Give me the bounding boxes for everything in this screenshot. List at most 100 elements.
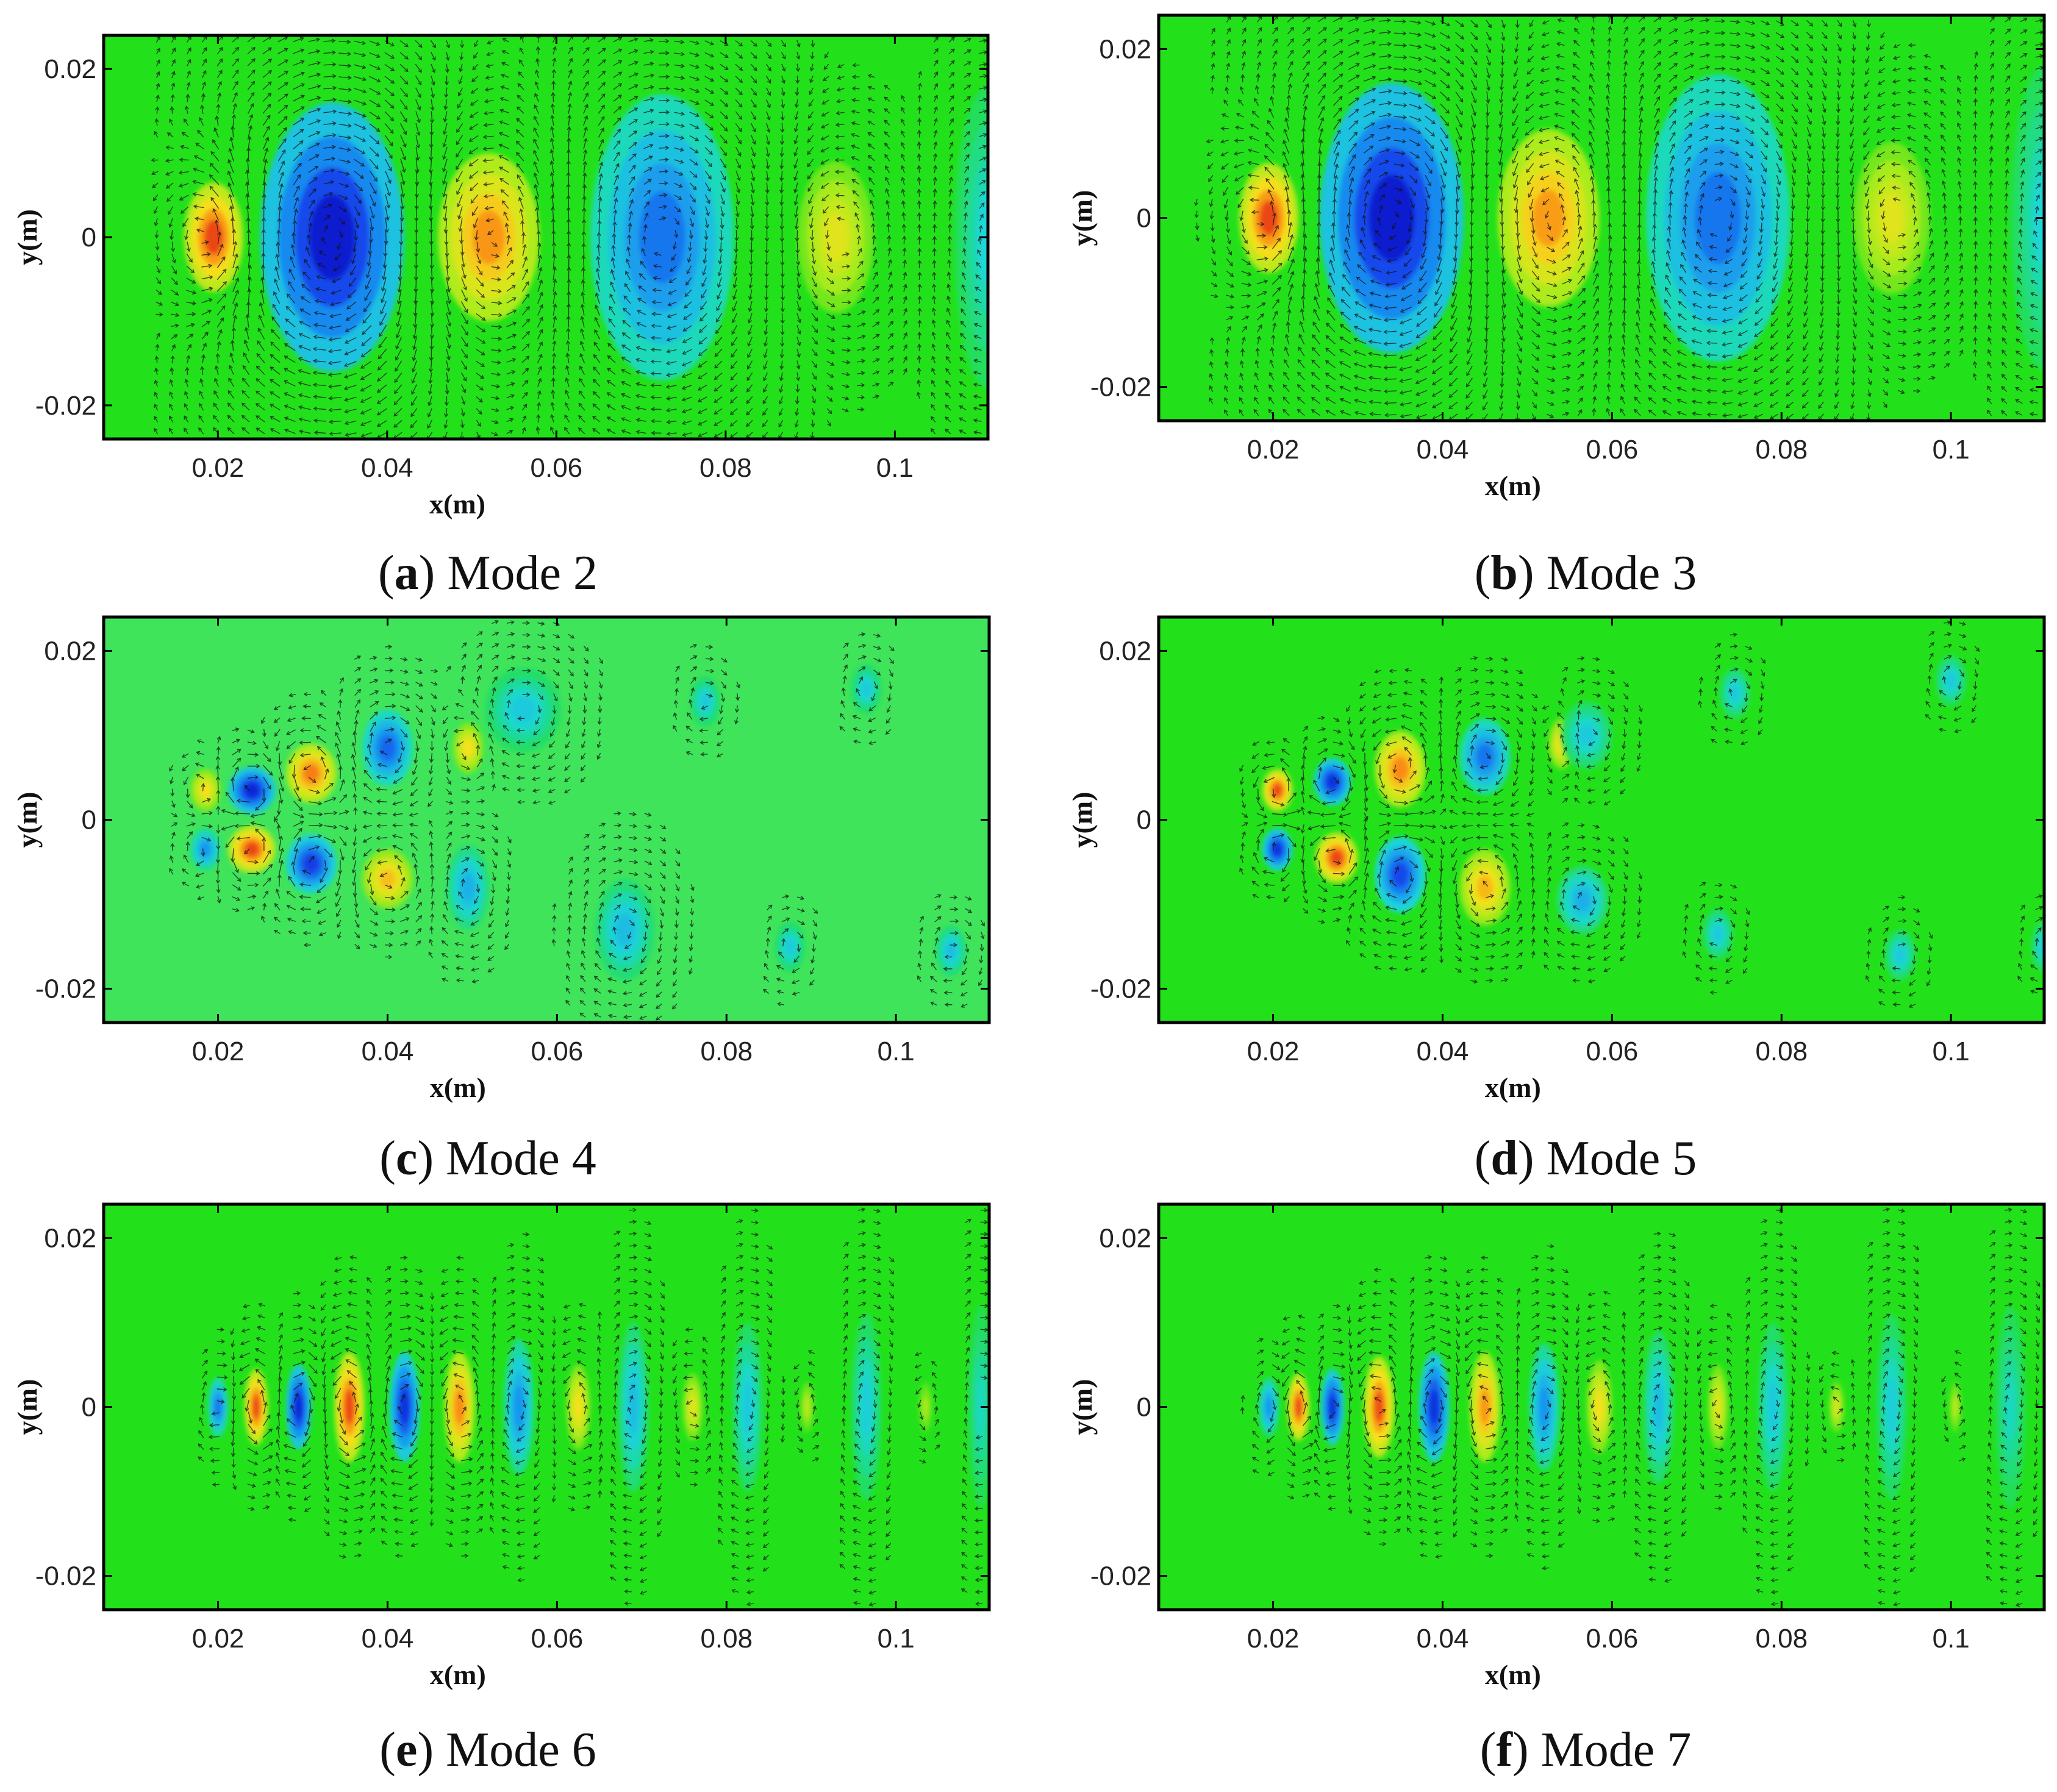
contour-structure-5 (797, 161, 874, 313)
x-tick-label: 0.08 (1755, 435, 1808, 465)
contour-structure-3 (438, 153, 540, 321)
vector-field (1194, 15, 2044, 421)
contour-structure-1 (190, 769, 221, 812)
contour-level (1479, 1389, 1490, 1425)
contour-structure-11 (485, 668, 562, 752)
contour-structure-14 (775, 921, 806, 972)
velocity-vectors (1240, 1207, 2041, 1607)
x-tick-label: 0.1 (876, 453, 914, 483)
contour-structure-6 (285, 834, 337, 894)
contour-level (923, 1399, 928, 1415)
contour-structure-13 (1703, 908, 1734, 960)
panel-mode-2: 0.02 0.04 0.06 0.08 0.1 0.02 0 -0.02 x(m) y(m) (a… (0, 0, 1000, 610)
y-tick-label: 0 (1137, 204, 1151, 234)
contour-level (1713, 926, 1723, 942)
contour-structure-1 (207, 1377, 229, 1437)
x-tick-label: 0.08 (700, 1624, 753, 1654)
y-tick-label: -0.02 (1090, 1562, 1151, 1591)
panel-mode-4: 0.02 0.04 0.06 0.08 0.1 0.02 0 -0.02 x(m) y(m) (c… (0, 604, 1000, 1201)
velocity-vectors (151, 35, 988, 439)
contour-level (2005, 1374, 2016, 1440)
vector-field (1240, 1207, 2041, 1607)
panel-mode-7: 0.02 0.04 0.06 0.08 0.1 0.02 0 -0.02 x(m) y(m) (f… (1037, 1189, 2057, 1792)
contour-level (303, 763, 320, 783)
contour-structure-3 (1320, 1369, 1345, 1445)
contour-level (379, 869, 396, 888)
contour-structure-13 (1876, 1314, 1907, 1500)
contour-structure-2 (190, 828, 221, 871)
x-tick-label: 0.1 (1933, 1624, 1970, 1654)
x-tick-label: 0.1 (1933, 1037, 1970, 1066)
caption-mode-4: (c) Mode 4 (379, 1132, 596, 1185)
contour-level (461, 874, 475, 901)
contour-level (294, 1393, 303, 1421)
contour-structure-13 (851, 1314, 882, 1500)
y-tick-label: 0.02 (44, 1223, 96, 1253)
contour-structure-6 (1469, 1352, 1500, 1462)
x-tick-label: 0.06 (1586, 435, 1639, 465)
contour-structure-5 (1418, 1352, 1450, 1462)
contour-level (1539, 1387, 1550, 1427)
contour-level (215, 1397, 221, 1417)
contour-level (1295, 1396, 1303, 1418)
contour-structure-3 (285, 1365, 312, 1449)
contour-level (700, 693, 710, 710)
y-tick-label: -0.02 (1090, 373, 1151, 402)
contour-level (1329, 849, 1343, 866)
y-axis-label: y(m) (12, 209, 43, 265)
contour-structure-7 (1459, 718, 1511, 794)
x-tick-label: 0.08 (699, 453, 752, 483)
contour-structure-9 (618, 1322, 649, 1492)
contour-structure-10 (1708, 1365, 1728, 1449)
contour-structure-4 (334, 1352, 365, 1462)
x-axis-label: x(m) (1485, 1072, 1541, 1103)
contour-level (574, 1393, 582, 1421)
contour-structure-6 (954, 85, 988, 389)
contour-level (1476, 744, 1494, 769)
plot-mode-2: 0.02 0.04 0.06 0.08 0.1 0.02 0 -0.02 x(m) y(m) (12, 34, 990, 519)
vector-field (169, 619, 985, 1021)
x-tick-label: 0.04 (362, 1624, 414, 1654)
caption-mode-7: (f) Mode 7 (1479, 1723, 1692, 1777)
x-tick-label: 0.04 (1417, 1624, 1469, 1654)
y-tick-label: 0.02 (44, 54, 96, 84)
y-tick-label: 0.02 (44, 636, 96, 666)
y-tick-label: -0.02 (35, 974, 96, 1004)
x-tick-label: 0.02 (192, 1624, 245, 1654)
contour-level (1695, 172, 1741, 264)
x-tick-label: 0.04 (362, 1037, 414, 1066)
y-axis-label: y(m) (1067, 190, 1098, 246)
contour-structure-11 (1561, 701, 1612, 769)
x-tick-label: 0.08 (1755, 1037, 1808, 1066)
contour-structure-15 (1936, 655, 1967, 706)
contour-level (309, 194, 356, 280)
contour-structure-12 (1719, 668, 1750, 719)
x-tick-label: 0.02 (1247, 1037, 1300, 1066)
x-axis-label: x(m) (1485, 1659, 1541, 1690)
contour-structure-14 (1949, 1381, 1961, 1433)
x-tick-label: 0.1 (878, 1624, 915, 1654)
x-axis-label: x(m) (429, 488, 485, 519)
contour-structure-8 (1459, 849, 1511, 926)
plot-mode-5: 0.02 0.04 0.06 0.08 0.1 0.02 0 -0.02 x(m) y(m) (1067, 615, 2046, 1103)
contour-structure-9 (1643, 1330, 1674, 1483)
contour-structure-7 (503, 1339, 534, 1475)
contour-structure-4 (1315, 832, 1358, 884)
contour-level (1946, 672, 1956, 689)
contour-level (454, 1389, 465, 1425)
contour-level (510, 696, 535, 724)
contour-level (1574, 889, 1591, 911)
contour-structure-7 (1529, 1343, 1560, 1471)
contour-level (1895, 946, 1905, 963)
x-tick-label: 0.02 (1247, 1624, 1300, 1654)
contour-structure-5 (1375, 731, 1426, 807)
y-tick-label: 0 (82, 1393, 96, 1423)
contour-level (1259, 200, 1279, 236)
contour-level (1265, 1397, 1272, 1417)
x-axis-label: x(m) (430, 1072, 486, 1103)
plot-mode-3: 0.02 0.04 0.06 0.08 0.1 0.02 0 -0.02 x(m) y(m) (1067, 13, 2046, 501)
contour-level (861, 1377, 871, 1437)
contour-level (344, 1389, 354, 1425)
y-axis-label: y(m) (1067, 792, 1098, 848)
contour-structure-3 (1314, 758, 1351, 805)
